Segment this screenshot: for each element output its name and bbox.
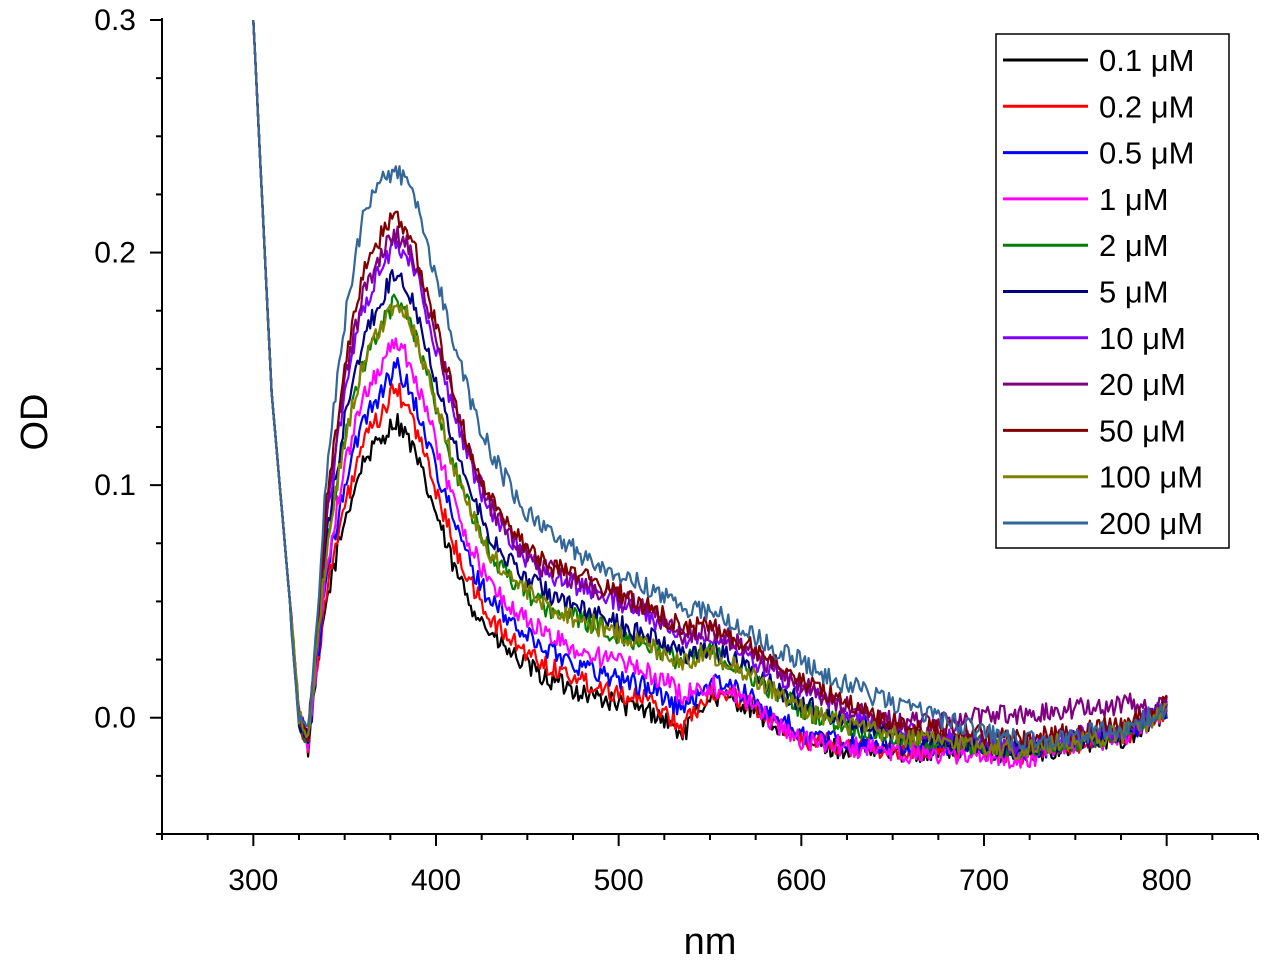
y-tick-label: 0.0 [94,702,136,735]
series-line [252,19,1167,761]
y-tick-label: 0.3 [94,4,136,37]
y-tick-label: 0.2 [94,237,136,270]
legend: 0.1 μM 0.2 μM 0.5 μM 1 μM 2 μM 5 μM 10 μM 20 μM… [995,33,1230,549]
legend-label: 2 μM [1099,228,1169,263]
x-tick-label: 700 [959,864,1009,897]
legend-label: 50 μM [1099,413,1186,448]
x-tick-label: 400 [411,864,461,897]
legend-label: 200 μM [1099,506,1203,541]
legend-label: 0.5 μM [1099,136,1194,171]
x-tick-label: 800 [1142,864,1192,897]
axes [150,18,1259,846]
legend-label: 100 μM [1099,460,1203,495]
x-tick-label: 300 [228,864,278,897]
legend-label: 10 μM [1099,321,1186,356]
plot-lines [252,19,1168,769]
legend-label: 20 μM [1099,367,1186,402]
x-tick-label: 500 [594,864,644,897]
x-axis-title: nm [684,921,737,961]
tick-labels: 300 400 500 600 700 800 0.0 0.1 0.2 0.3 [94,4,1191,897]
legend-label: 0.2 μM [1099,89,1194,124]
legend-label: 0.1 μM [1099,43,1194,78]
series-line [252,19,1168,756]
series-line [252,19,1168,752]
y-axis-title: OD [14,394,56,451]
legend-label: 5 μM [1099,275,1169,310]
legend-label: 1 μM [1099,182,1169,217]
y-tick-label: 0.1 [94,469,136,502]
series-line [252,19,1168,769]
series-line [252,19,1168,752]
x-tick-label: 600 [776,864,826,897]
